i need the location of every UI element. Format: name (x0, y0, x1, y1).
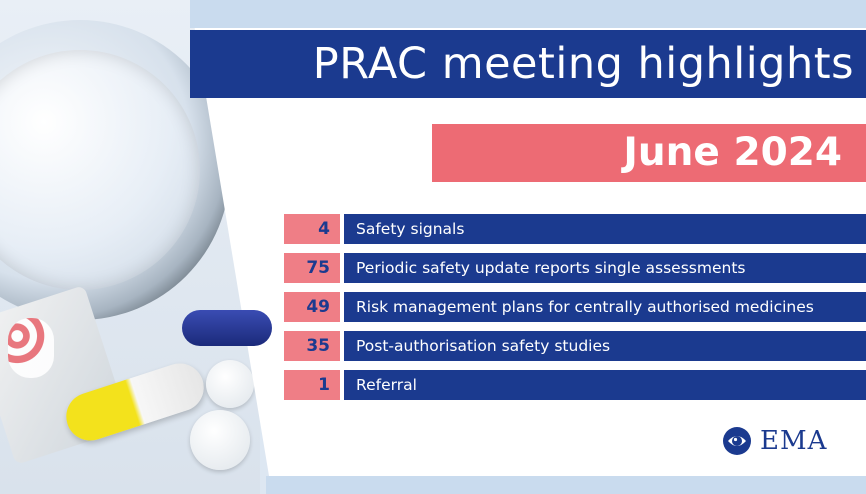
list-item: 1 Referral (284, 370, 866, 400)
item-label: Risk management plans for centrally auth… (344, 292, 866, 322)
item-label: Referral (344, 370, 866, 400)
bottom-strip (266, 476, 866, 494)
list-item: 49 Risk management plans for centrally a… (284, 292, 866, 322)
white-tablet-large (190, 410, 250, 470)
item-count: 49 (284, 292, 340, 322)
title-bar: PRAC meeting highlights (190, 30, 866, 98)
logo-text: EMA (760, 426, 828, 456)
blue-capsule (182, 310, 272, 346)
item-count: 1 (284, 370, 340, 400)
item-label: Periodic safety update reports single as… (344, 253, 866, 283)
item-count: 4 (284, 214, 340, 244)
red-pill (8, 318, 54, 378)
white-tablet (206, 360, 254, 408)
item-label: Safety signals (344, 214, 866, 244)
page-title: PRAC meeting highlights (312, 39, 854, 89)
ema-globe-icon (723, 427, 751, 455)
item-label: Post-authorisation safety studies (344, 331, 866, 361)
list-item: 75 Periodic safety update reports single… (284, 253, 866, 283)
list-item: 35 Post-authorisation safety studies (284, 331, 866, 361)
top-strip (190, 0, 866, 28)
list-item: 4 Safety signals (284, 214, 866, 244)
ema-logo: EMA (722, 424, 827, 458)
meeting-date: June 2024 (623, 130, 842, 175)
date-banner: June 2024 (432, 124, 866, 182)
item-count: 35 (284, 331, 340, 361)
magnifier-lens (0, 50, 200, 290)
item-count: 75 (284, 253, 340, 283)
